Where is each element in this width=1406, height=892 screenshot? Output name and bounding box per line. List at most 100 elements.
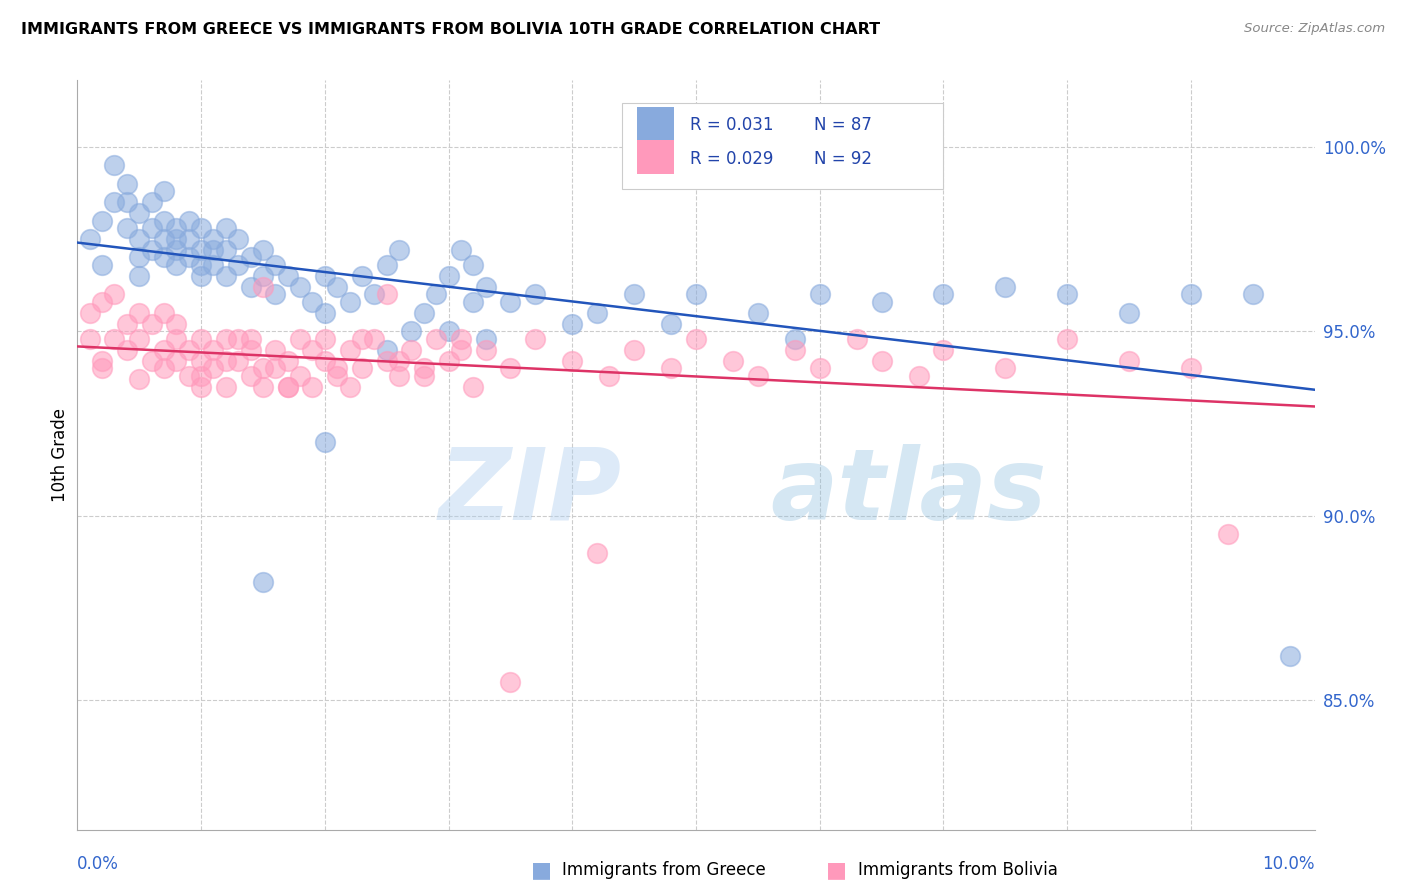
Point <box>103 287 125 301</box>
Point <box>808 287 831 301</box>
Point <box>870 294 893 309</box>
Point <box>499 294 522 309</box>
Point <box>215 353 238 368</box>
Point <box>115 177 138 191</box>
Point <box>264 287 287 301</box>
Point <box>128 206 150 220</box>
Point <box>190 379 212 393</box>
Point <box>437 324 460 338</box>
Point <box>128 232 150 246</box>
Point <box>450 332 472 346</box>
Point <box>437 268 460 283</box>
Point <box>252 361 274 376</box>
Point <box>153 251 176 265</box>
Point <box>165 353 187 368</box>
Point <box>202 232 225 246</box>
Point <box>474 343 496 357</box>
Point <box>339 343 361 357</box>
Point <box>226 332 249 346</box>
Point <box>932 287 955 301</box>
Point <box>177 343 200 357</box>
Point <box>350 268 373 283</box>
Point <box>524 287 547 301</box>
Point <box>141 317 163 331</box>
Point <box>288 280 311 294</box>
Point <box>141 353 163 368</box>
FancyBboxPatch shape <box>621 103 943 189</box>
Point <box>190 332 212 346</box>
Point <box>165 332 187 346</box>
Point <box>128 251 150 265</box>
Point <box>783 343 806 357</box>
Text: ■: ■ <box>827 860 846 880</box>
Point <box>339 379 361 393</box>
Point <box>1241 287 1264 301</box>
Point <box>586 546 609 560</box>
Point <box>165 232 187 246</box>
Point <box>598 368 620 383</box>
Text: R = 0.029: R = 0.029 <box>690 150 773 168</box>
Point <box>239 332 262 346</box>
Point <box>561 317 583 331</box>
Text: Immigrants from Greece: Immigrants from Greece <box>562 861 766 879</box>
Point <box>128 306 150 320</box>
Point <box>153 232 176 246</box>
Point <box>79 332 101 346</box>
Point <box>190 258 212 272</box>
Point <box>226 353 249 368</box>
Point <box>215 332 238 346</box>
Point <box>190 243 212 257</box>
Text: R = 0.031: R = 0.031 <box>690 116 773 134</box>
Point <box>252 575 274 590</box>
Point <box>103 158 125 172</box>
Point <box>1056 332 1078 346</box>
Point <box>870 353 893 368</box>
Text: 0.0%: 0.0% <box>77 855 120 873</box>
Point <box>190 353 212 368</box>
Point <box>79 306 101 320</box>
Point <box>79 232 101 246</box>
Point <box>128 268 150 283</box>
Point <box>845 332 868 346</box>
Point <box>314 435 336 450</box>
Point <box>474 332 496 346</box>
Point <box>363 287 385 301</box>
Point <box>239 343 262 357</box>
Point <box>288 368 311 383</box>
Point <box>375 258 398 272</box>
Text: atlas: atlas <box>770 444 1046 541</box>
Point <box>115 195 138 210</box>
Point <box>314 306 336 320</box>
Point <box>153 184 176 198</box>
Point <box>623 343 645 357</box>
Point <box>994 280 1017 294</box>
Point <box>437 353 460 368</box>
Point <box>1180 287 1202 301</box>
Point <box>277 379 299 393</box>
Point <box>215 268 238 283</box>
Point <box>314 353 336 368</box>
Point <box>326 361 349 376</box>
Point <box>425 332 447 346</box>
Text: N = 92: N = 92 <box>814 150 872 168</box>
Point <box>1216 527 1239 541</box>
Point <box>252 268 274 283</box>
Point <box>499 361 522 376</box>
Text: ■: ■ <box>531 860 551 880</box>
Point <box>264 361 287 376</box>
Point <box>994 361 1017 376</box>
Point <box>623 287 645 301</box>
Point <box>450 243 472 257</box>
Point <box>388 243 411 257</box>
Point <box>1118 353 1140 368</box>
Point <box>783 332 806 346</box>
Point <box>350 361 373 376</box>
Point <box>115 221 138 235</box>
Point <box>264 258 287 272</box>
Point <box>202 243 225 257</box>
Point <box>339 294 361 309</box>
Point <box>215 243 238 257</box>
Point <box>177 213 200 227</box>
Point <box>252 280 274 294</box>
Text: N = 87: N = 87 <box>814 116 872 134</box>
